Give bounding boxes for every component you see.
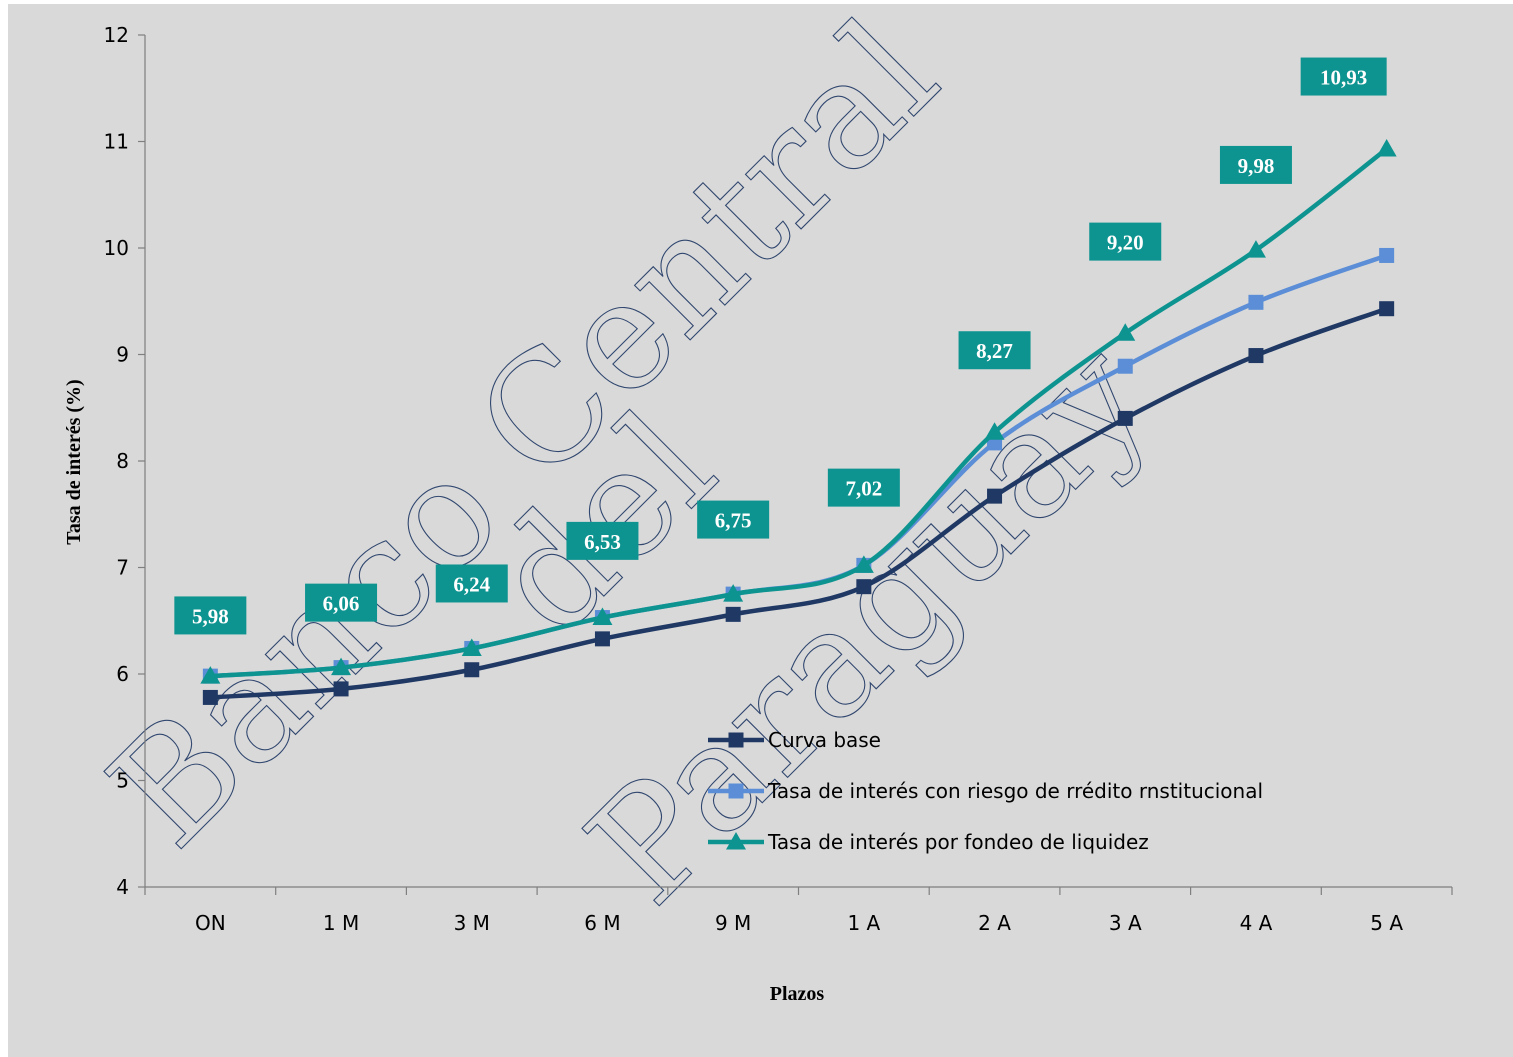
data-label-text: 7,02: [845, 477, 882, 501]
y-tick-label: 11: [104, 130, 129, 154]
data-point: [1248, 294, 1264, 310]
legend: Curva base Tasa de interés con riesgo de …: [708, 728, 1263, 854]
legend-marker: [726, 832, 746, 850]
x-axis-title: Plazos: [770, 983, 825, 1005]
legend-label: Curva base: [768, 728, 881, 752]
data-label-box: [1300, 57, 1387, 96]
data-point: [594, 631, 610, 647]
data-label-text: 6,24: [453, 572, 490, 596]
data-label-text: 10,93: [1320, 66, 1367, 90]
x-tick-label: 3 A: [1109, 911, 1142, 935]
legend-item-fondeo-liquidez: Tasa de interés por fondeo de liquidez: [708, 830, 1149, 854]
data-point: [856, 579, 872, 595]
data-label: 9,98: [1219, 145, 1292, 184]
data-label-box: [697, 500, 770, 539]
x-tick-label: 9 M: [715, 911, 751, 935]
data-point: [723, 584, 744, 602]
data-point: [984, 422, 1005, 440]
data-label: 9,20: [1089, 222, 1162, 261]
legend-marker: [728, 783, 744, 799]
series-curva-base: [202, 301, 1395, 705]
data-label-text: 6,75: [715, 509, 752, 533]
data-label-box: [435, 564, 508, 603]
y-tick-label: 12: [104, 23, 129, 47]
data-point: [464, 662, 480, 678]
x-tick-label: 6 M: [584, 911, 620, 935]
data-label-text: 6,06: [323, 592, 360, 616]
data-point: [1376, 138, 1397, 157]
data-label: 6,24: [435, 564, 508, 603]
data-label-box: [827, 468, 900, 507]
data-label: 10,93: [1300, 57, 1387, 96]
series-line: [210, 306, 1388, 700]
data-label: 6,06: [305, 583, 378, 622]
data-point: [1248, 348, 1264, 364]
series-layer: [200, 138, 1397, 705]
axes: 4 5 6 7 8 9 10 11 12 ON 1 M 3 M 6 M 9 M 1 A 2 A 3 A 4 A 5 …: [104, 23, 1453, 935]
legend-item-curva-base: Curva base: [708, 728, 881, 752]
x-tick-label: 1 A: [847, 911, 880, 935]
data-label: 6,75: [697, 500, 770, 539]
data-point: [333, 681, 349, 697]
x-tick-label: 4 A: [1240, 911, 1273, 935]
y-tick-label: 9: [116, 343, 129, 367]
x-tick-label: 1 M: [323, 911, 359, 935]
x-tick-label: 2 A: [978, 911, 1011, 935]
data-label-box: [1089, 222, 1162, 261]
data-point: [1117, 410, 1133, 426]
y-tick-label: 5: [116, 769, 129, 793]
data-label-box: [958, 331, 1031, 370]
data-point: [1379, 301, 1395, 317]
data-point: [987, 488, 1003, 504]
data-label-text: 9,98: [1238, 154, 1275, 178]
y-tick-label: 4: [116, 875, 129, 899]
x-tick-label: 5 A: [1370, 911, 1403, 935]
data-point: [1379, 247, 1395, 263]
data-point: [853, 555, 874, 573]
y-tick-label: 8: [116, 449, 129, 473]
data-point: [1117, 358, 1133, 374]
legend-label: Tasa de interés por fondeo de liquidez: [767, 830, 1149, 854]
data-label-text: 8,27: [976, 339, 1013, 363]
data-labels: 5,98 6,06 6,24 6,53 6,75 7,02 8,27 9,20 9,98 10,9…: [174, 57, 1387, 635]
data-point: [200, 666, 221, 684]
y-tick-label: 6: [116, 662, 129, 686]
y-axis-title: Tasa de interés (%): [63, 379, 85, 544]
data-point: [331, 657, 352, 676]
data-label-text: 6,53: [584, 530, 621, 554]
data-point: [202, 689, 218, 705]
data-label-box: [1219, 145, 1292, 184]
data-label-box: [174, 596, 247, 635]
legend-marker: [728, 732, 744, 748]
x-tick-label: 3 M: [454, 911, 490, 935]
legend-item-riesgo-credito: Tasa de interés con riesgo de rrédito rn…: [708, 779, 1263, 803]
data-label-box: [566, 521, 639, 560]
x-tick-label: ON: [195, 911, 226, 935]
data-label-text: 9,20: [1107, 231, 1144, 255]
data-label: 7,02: [827, 468, 900, 507]
data-point: [592, 607, 613, 626]
data-label: 6,53: [566, 521, 639, 560]
data-label-text: 5,98: [192, 604, 229, 628]
legend-label: Tasa de interés con riesgo de rrédito rn…: [767, 779, 1263, 803]
data-point: [461, 638, 482, 656]
data-point: [1115, 323, 1136, 341]
series-line: [210, 147, 1389, 679]
series-fondeo-liquidez: [200, 138, 1397, 684]
y-tick-label: 10: [104, 236, 129, 260]
data-label: 5,98: [174, 596, 247, 635]
data-point: [1245, 240, 1266, 258]
data-point: [725, 606, 741, 622]
data-label-box: [305, 583, 378, 622]
y-tick-label: 7: [116, 556, 129, 580]
data-label: 8,27: [958, 331, 1031, 370]
